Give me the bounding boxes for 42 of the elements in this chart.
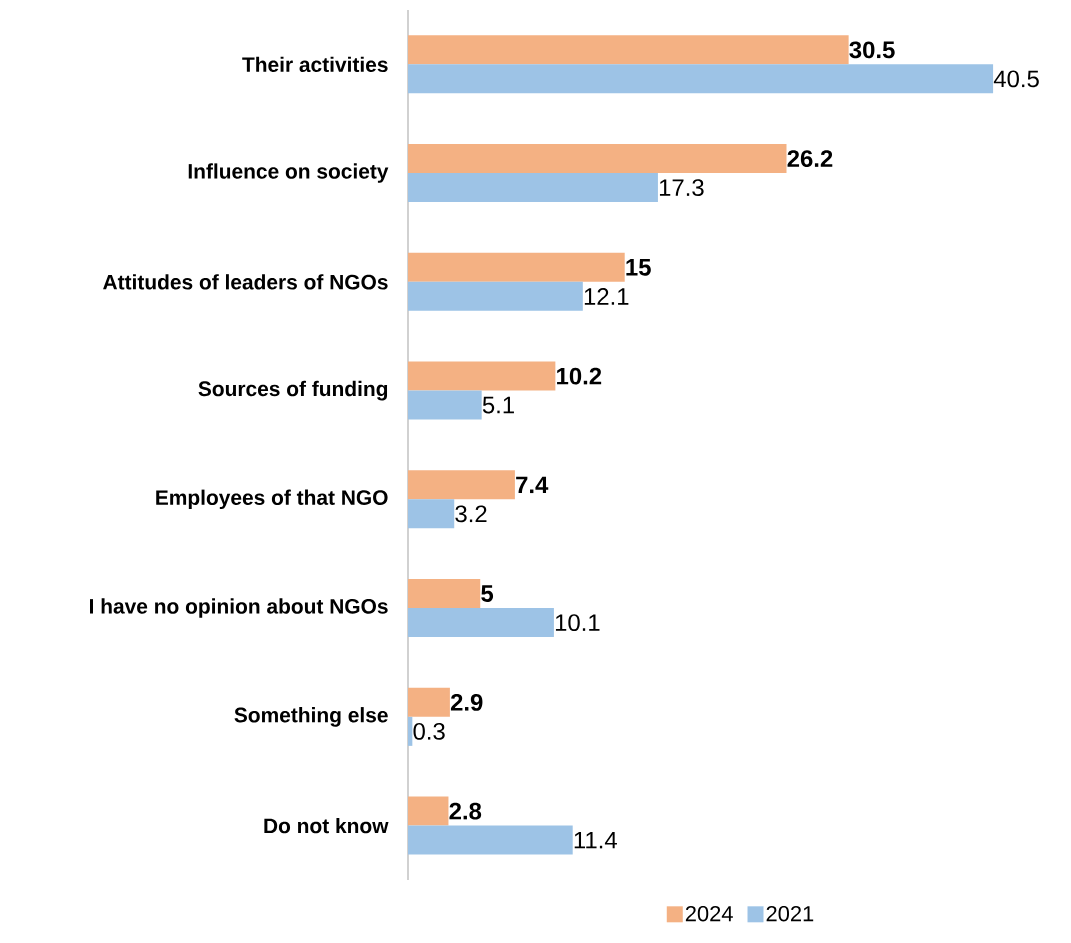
bar: [408, 825, 573, 855]
bar: [408, 687, 450, 717]
data-label: 3.2: [455, 505, 487, 523]
y-tick-label: Their activities: [242, 56, 388, 73]
y-tick-label: Attitudes of leaders of NGOs: [103, 274, 388, 290]
bar: [408, 390, 482, 420]
y-tick-label: I have no opinion about NGOs: [90, 598, 388, 618]
bar: [408, 608, 554, 638]
y-tick-label: Sources of funding: [198, 380, 388, 401]
bar: [408, 361, 556, 391]
data-label: 30.5: [849, 41, 895, 59]
bar: [408, 144, 787, 174]
legend-label: 2021: [766, 905, 814, 922]
data-label: 7.4: [516, 476, 549, 494]
data-label: 12.1: [584, 288, 629, 305]
y-tick-label: Employees of that NGO: [156, 489, 388, 510]
bar: [408, 252, 625, 282]
data-label: 40.5: [993, 70, 1039, 88]
bar: [408, 173, 658, 203]
legend-label: 2024: [685, 905, 733, 922]
data-label: 10.1: [555, 614, 600, 632]
data-label: 5: [481, 585, 494, 602]
data-label: 5.1: [482, 396, 514, 414]
bar: [408, 579, 481, 609]
bar: [408, 35, 849, 65]
data-label: 15: [626, 259, 651, 276]
bar: [408, 796, 449, 826]
data-label: 2.8: [449, 802, 482, 820]
data-label: 26.2: [787, 150, 833, 168]
y-tick-label: Something else: [234, 707, 388, 727]
data-label: 17.3: [659, 179, 704, 197]
data-label: 2.9: [450, 693, 483, 711]
data-label: 11.4: [574, 831, 617, 849]
bar: [408, 499, 455, 529]
y-tick-label: Do not know: [264, 817, 389, 834]
bar: [408, 716, 413, 746]
bar: [408, 281, 583, 311]
data-label: 0.3: [413, 722, 445, 740]
bar: [408, 470, 515, 500]
bar: [408, 64, 994, 94]
y-tick-label: Influence on society: [188, 163, 389, 183]
data-label: 10.2: [557, 367, 602, 385]
